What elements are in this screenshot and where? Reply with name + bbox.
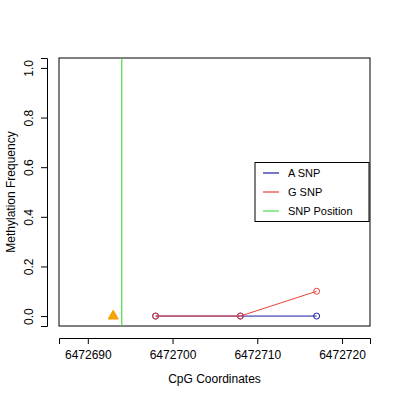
x-tick: 6472720 (319, 338, 366, 362)
y-tick: 0.8 (22, 109, 47, 126)
x-axis: 6472690 6472700 6472710 6472720 (60, 338, 371, 362)
snp-marker (108, 310, 118, 319)
y-tick-mark (41, 217, 47, 218)
x-tick-mark (257, 338, 258, 344)
x-tick-label: 6472690 (65, 348, 112, 362)
series-point (153, 313, 159, 319)
series-line (156, 291, 317, 316)
y-tick: 0.0 (22, 308, 47, 325)
legend-label: SNP Position (288, 205, 353, 217)
y-axis-title: Methylation Frequency (4, 131, 18, 252)
y-tick: 0.4 (22, 209, 47, 226)
y-tick-label: 1.0 (22, 60, 36, 77)
x-tick: 6472700 (150, 338, 197, 362)
x-tick-label: 6472710 (234, 348, 281, 362)
y-axis: 0.0 0.2 0.4 0.6 0.8 1.0 (22, 59, 48, 327)
y-tick-label: 0.4 (22, 209, 36, 226)
legend-swatch (263, 210, 279, 211)
legend-label: G SNP (288, 186, 322, 198)
series-point (237, 313, 243, 319)
legend-swatch (263, 172, 279, 173)
chart: 6472690 6472700 6472710 6472720 0.0 0.2 0.4 0.6… (0, 0, 400, 400)
series-point (314, 313, 320, 319)
y-axis-line (41, 59, 48, 327)
x-axis-title: CpG Coordinates (168, 372, 261, 386)
y-tick: 1.0 (22, 60, 47, 77)
legend-swatch (263, 191, 279, 192)
plot-frame (59, 58, 370, 326)
y-tick-label: 0.6 (22, 159, 36, 176)
x-tick-mark (88, 338, 89, 344)
y-tick: 0.2 (22, 258, 47, 275)
x-tick-mark (342, 338, 343, 344)
y-tick-label: 0.8 (22, 109, 36, 126)
y-tick-mark (41, 266, 47, 267)
y-tick-mark (41, 68, 47, 69)
legend-box (255, 163, 369, 222)
y-tick-label: 0.2 (22, 258, 36, 275)
y-tick-mark (41, 118, 47, 119)
y-tick-mark (41, 316, 47, 317)
x-tick-label: 6472720 (319, 348, 366, 362)
series-point (314, 288, 320, 294)
y-tick-label: 0.0 (22, 308, 36, 325)
snp-position-line (121, 58, 122, 326)
x-tick: 6472710 (234, 338, 281, 362)
y-tick: 0.6 (22, 159, 47, 176)
legend: A SNP G SNP SNP Position (255, 163, 369, 222)
x-tick-mark (173, 338, 174, 344)
x-tick-label: 6472700 (150, 348, 197, 362)
y-tick-mark (41, 167, 47, 168)
legend-label: A SNP (288, 167, 320, 179)
x-axis-line (60, 339, 371, 345)
x-tick: 6472690 (65, 338, 112, 362)
